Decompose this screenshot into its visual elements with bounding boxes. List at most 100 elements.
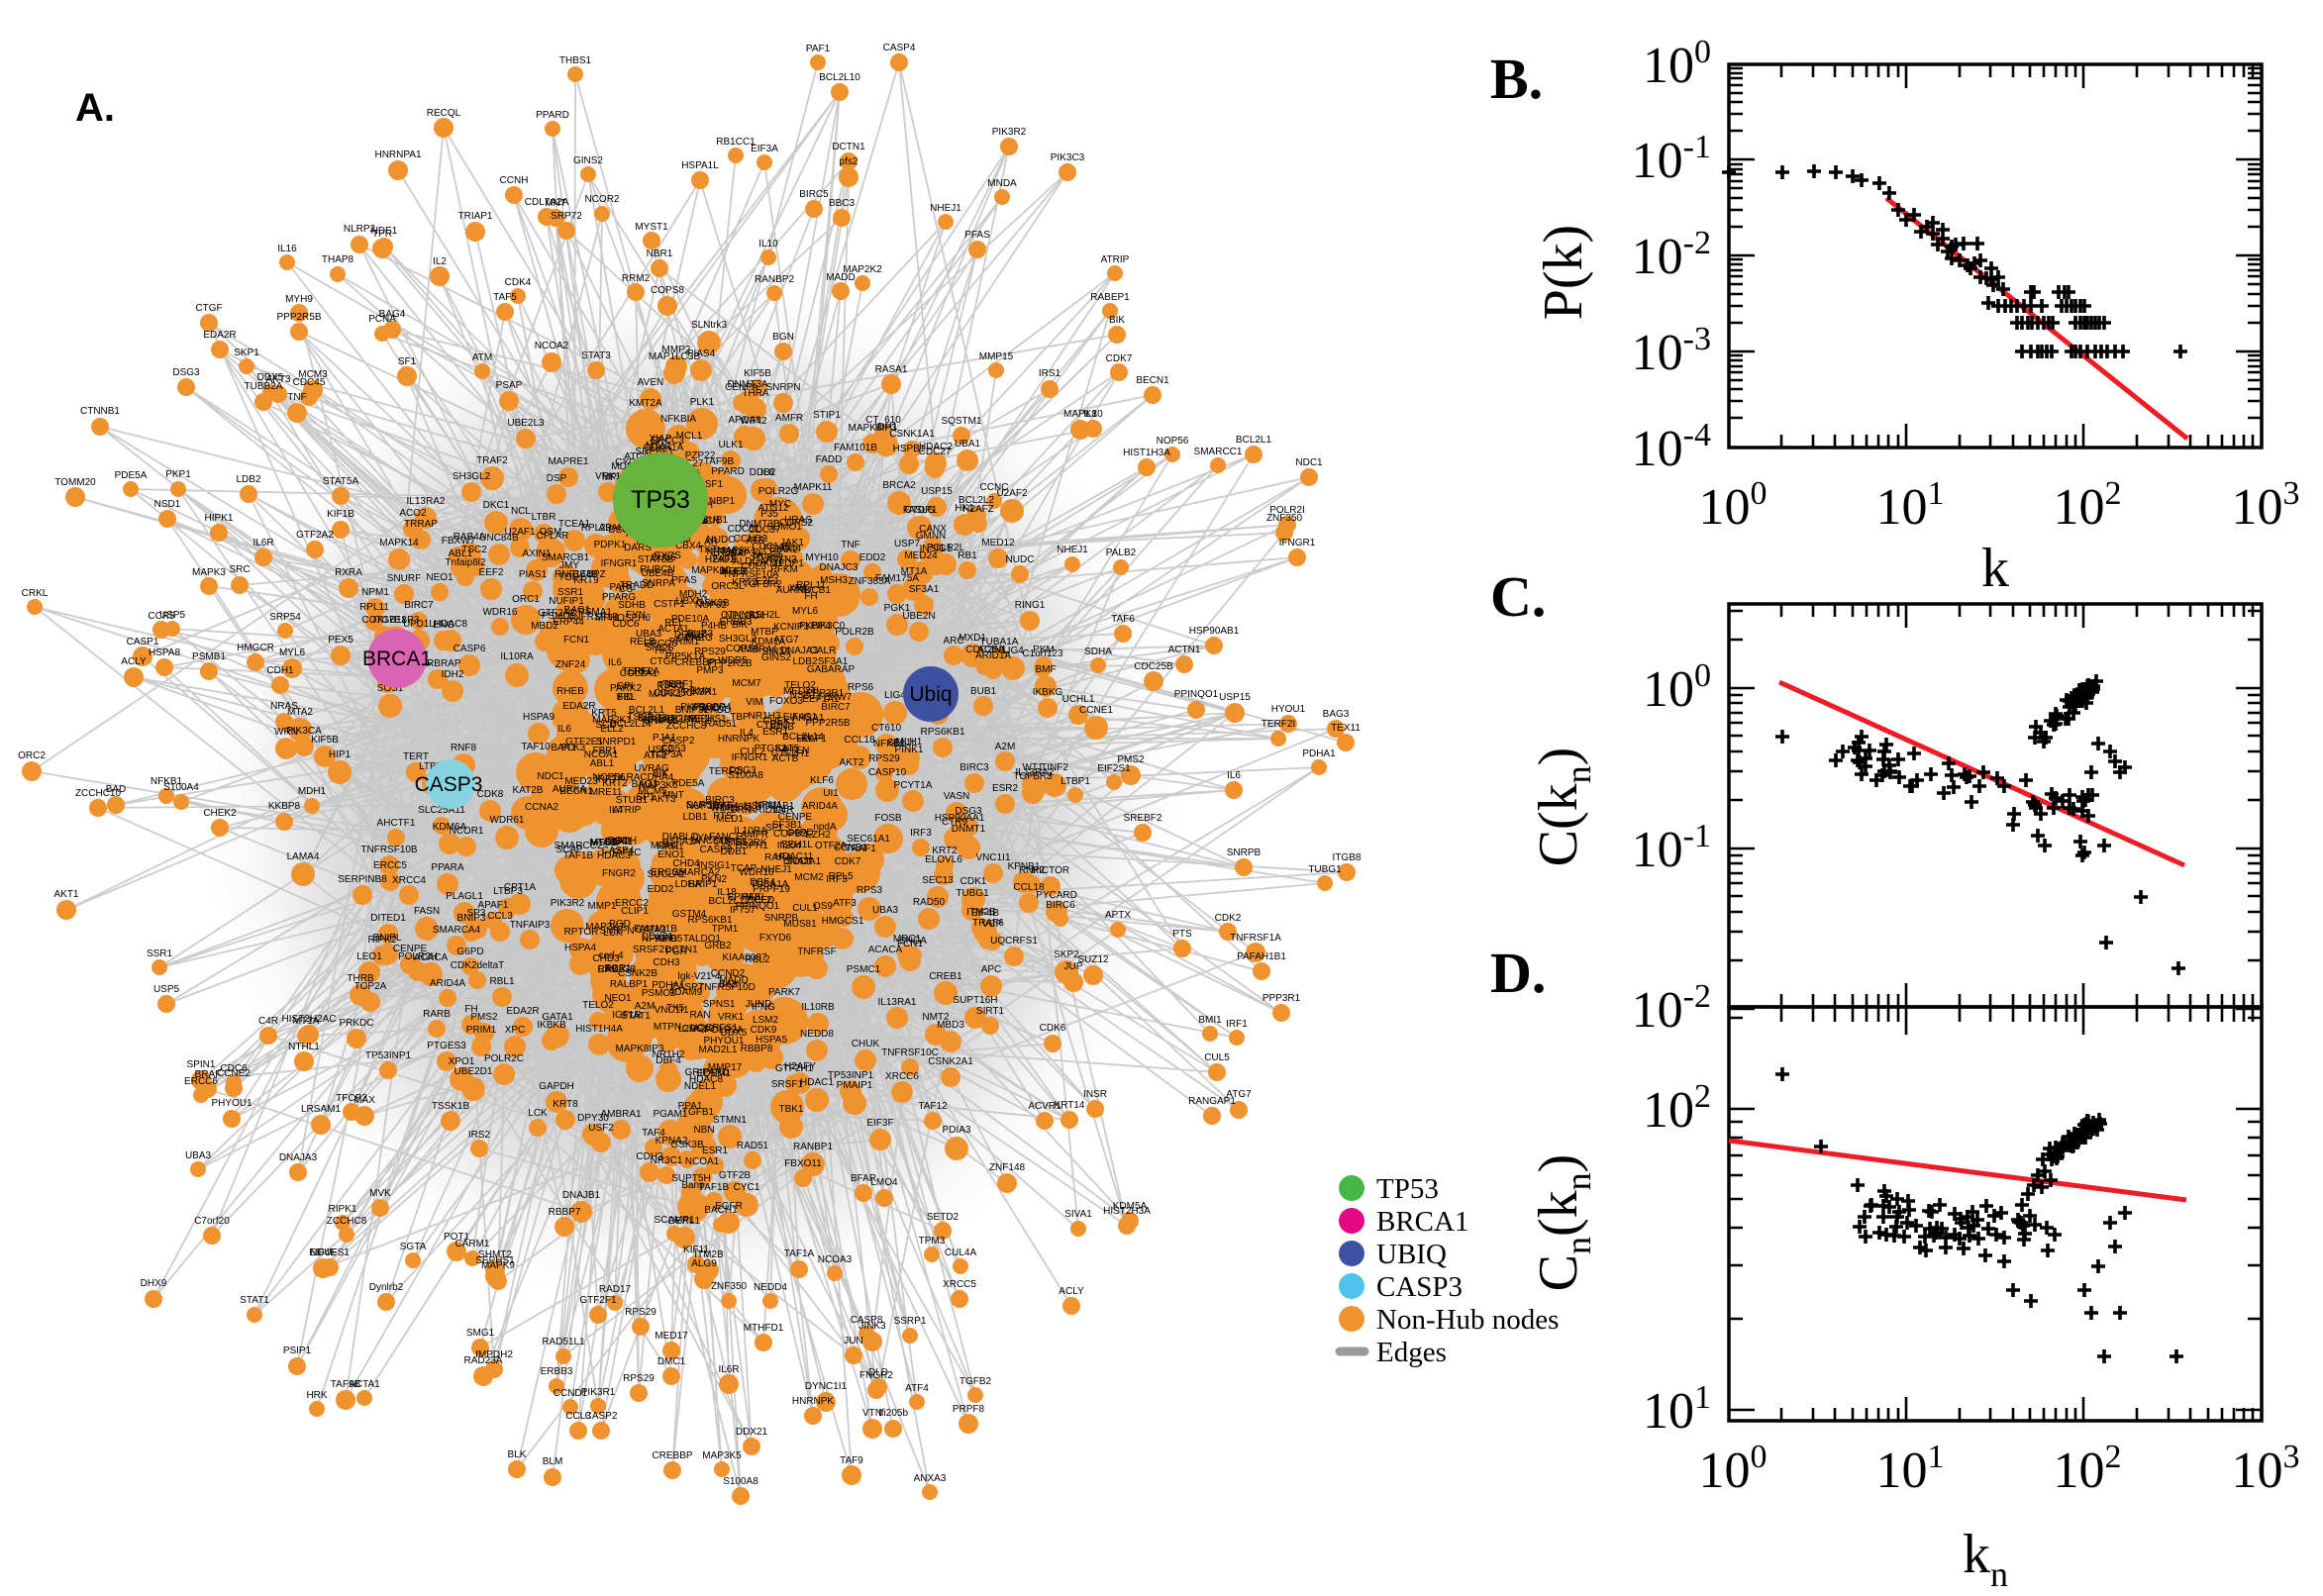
svg-text:JAK2: JAK2 (774, 545, 798, 555)
svg-text:KAT2B: KAT2B (513, 785, 544, 796)
svg-text:MAP1LC3B: MAP1LC3B (649, 351, 701, 362)
svg-text:BGN: BGN (772, 332, 794, 343)
svg-text:ATXN3: ATXN3 (765, 554, 797, 565)
svg-text:AURKB: AURKB (776, 585, 811, 596)
svg-text:E2F1: E2F1 (756, 576, 779, 587)
svg-text:TFCP2: TFCP2 (336, 1093, 367, 1104)
svg-text:AKT3: AKT3 (265, 374, 290, 385)
svg-text:NLRP2: NLRP2 (344, 224, 376, 235)
svg-text:AMFR: AMFR (741, 830, 768, 841)
svg-text:NOP56: NOP56 (1157, 436, 1189, 447)
svg-text:NCOA1: NCOA1 (685, 1156, 720, 1167)
svg-text:DNMT1: DNMT1 (952, 824, 986, 835)
svg-text:PKP1: PKP1 (680, 702, 706, 713)
svg-text:ZNF350: ZNF350 (1266, 513, 1303, 524)
svg-text:RPL11: RPL11 (796, 580, 826, 591)
svg-text:MT1A: MT1A (901, 566, 928, 577)
svg-text:IL4: IL4 (740, 728, 754, 739)
svg-text:CDKN1A: CDKN1A (644, 443, 684, 453)
svg-text:SEPHS1: SEPHS1 (687, 714, 727, 725)
svg-text:UI1: UI1 (823, 788, 839, 799)
svg-text:PPA1: PPA1 (678, 1101, 703, 1112)
svg-text:H2AFY: H2AFY (784, 1061, 817, 1072)
svg-text:SERPINB8: SERPINB8 (338, 874, 387, 885)
svg-text:CDH3: CDH3 (636, 1151, 663, 1162)
svg-text:TERF2I: TERF2I (709, 766, 743, 777)
svg-text:GINS2: GINS2 (761, 652, 791, 663)
svg-text:RECQL: RECQL (427, 108, 461, 119)
svg-text:ACTA1: ACTA1 (349, 1379, 380, 1390)
svg-text:GINS2: GINS2 (573, 155, 603, 166)
svg-text:COPS8: COPS8 (651, 285, 684, 296)
svg-text:MSH3: MSH3 (820, 575, 848, 586)
svg-text:SUMO1: SUMO1 (766, 522, 802, 533)
svg-text:PMS2: PMS2 (470, 1012, 498, 1023)
svg-text:LCK: LCK (528, 1108, 548, 1119)
svg-text:CASP9: CASP9 (700, 845, 733, 855)
svg-text:ARID4A: ARID4A (430, 978, 465, 989)
svg-text:SIVA1: SIVA1 (1064, 1209, 1092, 1220)
svg-text:PPINQO1: PPINQO1 (1174, 689, 1219, 700)
svg-text:SMARCB1: SMARCB1 (542, 552, 590, 563)
svg-text:NFKB2: NFKB2 (873, 739, 906, 749)
svg-text:MYL6: MYL6 (792, 606, 819, 617)
svg-text:TAF12: TAF12 (918, 1101, 948, 1112)
svg-text:UBA3: UBA3 (636, 629, 662, 640)
svg-text:IRF7: IRF7 (595, 774, 617, 785)
svg-text:PALB2: PALB2 (1106, 548, 1137, 558)
svg-text:COPS2: COPS2 (779, 518, 813, 529)
svg-text:UBE2D1: UBE2D1 (454, 1066, 493, 1077)
svg-text:HK2: HK2 (655, 646, 674, 656)
svg-text:MAPK1: MAPK1 (649, 689, 682, 700)
svg-text:SCD: SCD (595, 720, 616, 731)
svg-text:Ubiq: Ubiq (909, 683, 952, 706)
svg-text:EGR1: EGR1 (604, 963, 632, 974)
svg-text:EIF3A: EIF3A (751, 144, 778, 154)
svg-text:JMY: JMY (559, 560, 579, 571)
svg-text:SNCA: SNCA (899, 936, 927, 947)
svg-text:HSP90AB1: HSP90AB1 (745, 801, 795, 812)
svg-text:WIPI2: WIPI2 (740, 416, 767, 427)
svg-text:SDHA: SDHA (1084, 647, 1112, 657)
svg-text:ALG9: ALG9 (691, 1258, 717, 1269)
svg-text:PFKL: PFKL (742, 892, 766, 903)
svg-text:HSP90AA1: HSP90AA1 (935, 813, 985, 824)
svg-text:ERP44: ERP44 (553, 617, 584, 628)
svg-text:CDK7: CDK7 (835, 856, 861, 867)
svg-text:ESR1: ESR1 (762, 727, 789, 738)
svg-text:DDX21: DDX21 (736, 1427, 768, 1438)
svg-text:BAX: BAX (719, 979, 739, 990)
svg-text:DIABLO: DIABLO (662, 832, 699, 843)
svg-text:APC: APC (981, 964, 1002, 975)
svg-text:HIP1: HIP1 (329, 749, 352, 760)
svg-text:TOMM20: TOMM20 (54, 477, 96, 488)
svg-text:RAD23A: RAD23A (464, 1355, 503, 1366)
svg-text:MCM7: MCM7 (732, 678, 761, 689)
svg-text:H2AFZ: H2AFZ (962, 504, 994, 515)
svg-text:MMP17: MMP17 (708, 1062, 743, 1073)
svg-text:GSK3B: GSK3B (670, 1140, 704, 1150)
svg-text:USP7: USP7 (894, 539, 921, 549)
svg-text:SARS2: SARS2 (686, 800, 719, 811)
svg-text:AKT2: AKT2 (839, 757, 863, 768)
svg-text:KRT9: KRT9 (573, 575, 599, 586)
svg-text:CFLAR: CFLAR (537, 531, 569, 542)
svg-text:STIP1: STIP1 (813, 410, 841, 421)
svg-text:ARID1A: ARID1A (749, 805, 784, 816)
svg-text:SHMT2: SHMT2 (478, 1249, 512, 1260)
svg-text:DERL1: DERL1 (668, 1216, 701, 1227)
svg-text:NR3C1: NR3C1 (651, 1155, 683, 1166)
svg-text:OS9: OS9 (813, 901, 833, 912)
svg-text:WDR1: WDR1 (710, 803, 740, 814)
svg-text:ESR2: ESR2 (992, 783, 1019, 794)
svg-text:ESR1: ESR1 (702, 1146, 729, 1156)
svg-text:SF3A1: SF3A1 (909, 584, 940, 595)
svg-text:NEDD8: NEDD8 (800, 1029, 834, 1040)
svg-text:VNC1I1: VNC1I1 (654, 1005, 688, 1016)
svg-text:MDM2: MDM2 (611, 461, 641, 472)
svg-text:STUB1: STUB1 (616, 795, 649, 806)
svg-text:DSG3: DSG3 (955, 806, 982, 817)
svg-text:ULK1: ULK1 (718, 440, 743, 450)
svg-text:BIK: BIK (732, 620, 748, 631)
svg-text:MYL6: MYL6 (279, 648, 306, 658)
